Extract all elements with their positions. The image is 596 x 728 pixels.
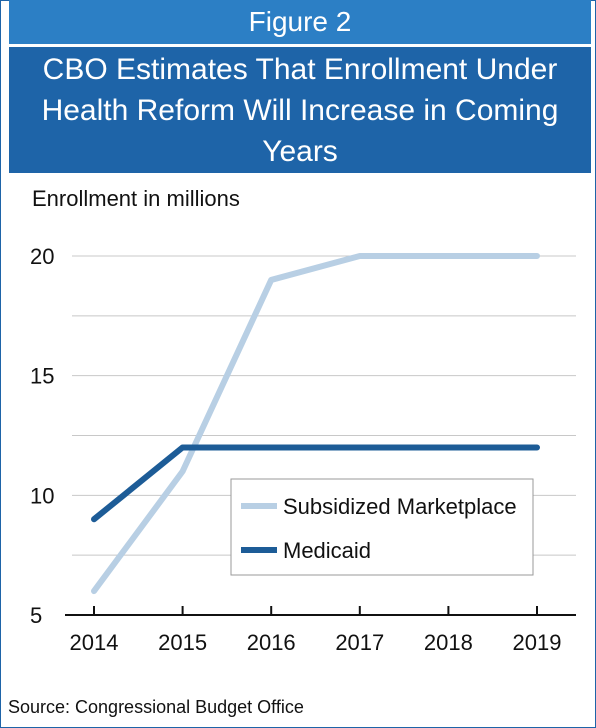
figure-title-text: CBO Estimates That Enrollment Under Heal…: [41, 52, 559, 168]
series-line-medicaid: [91, 444, 540, 523]
legend: Subsidized Marketplace Medicaid: [230, 478, 534, 576]
y-tick-label: 15: [30, 364, 54, 389]
y-axis-label: Enrollment in millions: [32, 186, 240, 211]
x-tick-label: 2015: [158, 630, 207, 655]
figure-label: Figure 2: [9, 0, 591, 44]
series-line-marketplace: [91, 253, 540, 595]
y-tick-labels: 5 10 15 20: [30, 244, 54, 628]
y-tick-label: 20: [30, 244, 54, 269]
source-note: Source: Congressional Budget Office: [8, 697, 304, 717]
x-tick-label: 2018: [424, 630, 473, 655]
figure-title: CBO Estimates That Enrollment Under Heal…: [9, 47, 591, 173]
x-tick-label: 2017: [335, 630, 384, 655]
y-tick-label: 5: [30, 603, 42, 628]
x-tick-label: 2019: [513, 630, 562, 655]
series-lines: [91, 253, 540, 595]
y-tick-label: 10: [30, 483, 54, 508]
legend-label-marketplace: Subsidized Marketplace: [283, 494, 517, 519]
legend-box: [230, 478, 534, 576]
x-tick-label: 2016: [247, 630, 296, 655]
legend-label-medicaid: Medicaid: [283, 538, 371, 563]
x-axis: 2014 2015 2016 2017 2018 2019: [65, 606, 576, 655]
x-tick-label: 2014: [70, 630, 119, 655]
